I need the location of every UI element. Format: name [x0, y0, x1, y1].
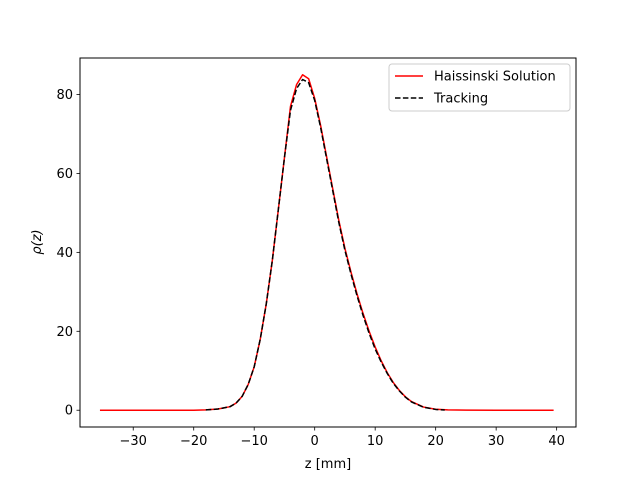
y-axis: 0 20 40 60 80 — [56, 88, 80, 419]
legend-entry: Haissinski Solution — [434, 70, 556, 85]
legend-entry: Tracking — [433, 92, 488, 107]
x-tick-label: 30 — [488, 434, 505, 449]
legend-box — [388, 63, 571, 112]
y-tick-label: 60 — [56, 167, 73, 182]
series-layer — [99, 74, 554, 411]
y-tick-label: 80 — [56, 88, 73, 103]
legend: Haissinski Solution Tracking — [388, 63, 571, 112]
y-tick-label: 0 — [65, 404, 73, 419]
series-line-haissinski-solution — [99, 74, 554, 411]
x-tick-label: 0 — [311, 434, 319, 449]
y-axis-label: ρ(z) — [30, 229, 45, 254]
x-tick-label: −10 — [240, 434, 267, 449]
x-axis-label: z [mm] — [305, 457, 351, 472]
x-tick-label: 10 — [367, 434, 384, 449]
x-tick-label: 40 — [548, 434, 565, 449]
x-tick-label: −30 — [120, 434, 147, 449]
y-tick-label: 40 — [56, 246, 73, 261]
x-axis: −30 −20 −10 0 10 20 30 40 — [120, 427, 565, 449]
y-tick-label: 20 — [56, 325, 73, 340]
axes-frame — [79, 57, 577, 428]
series-line-tracking — [205, 78, 445, 411]
x-tick-label: 20 — [427, 434, 444, 449]
x-tick-label: −20 — [180, 434, 207, 449]
